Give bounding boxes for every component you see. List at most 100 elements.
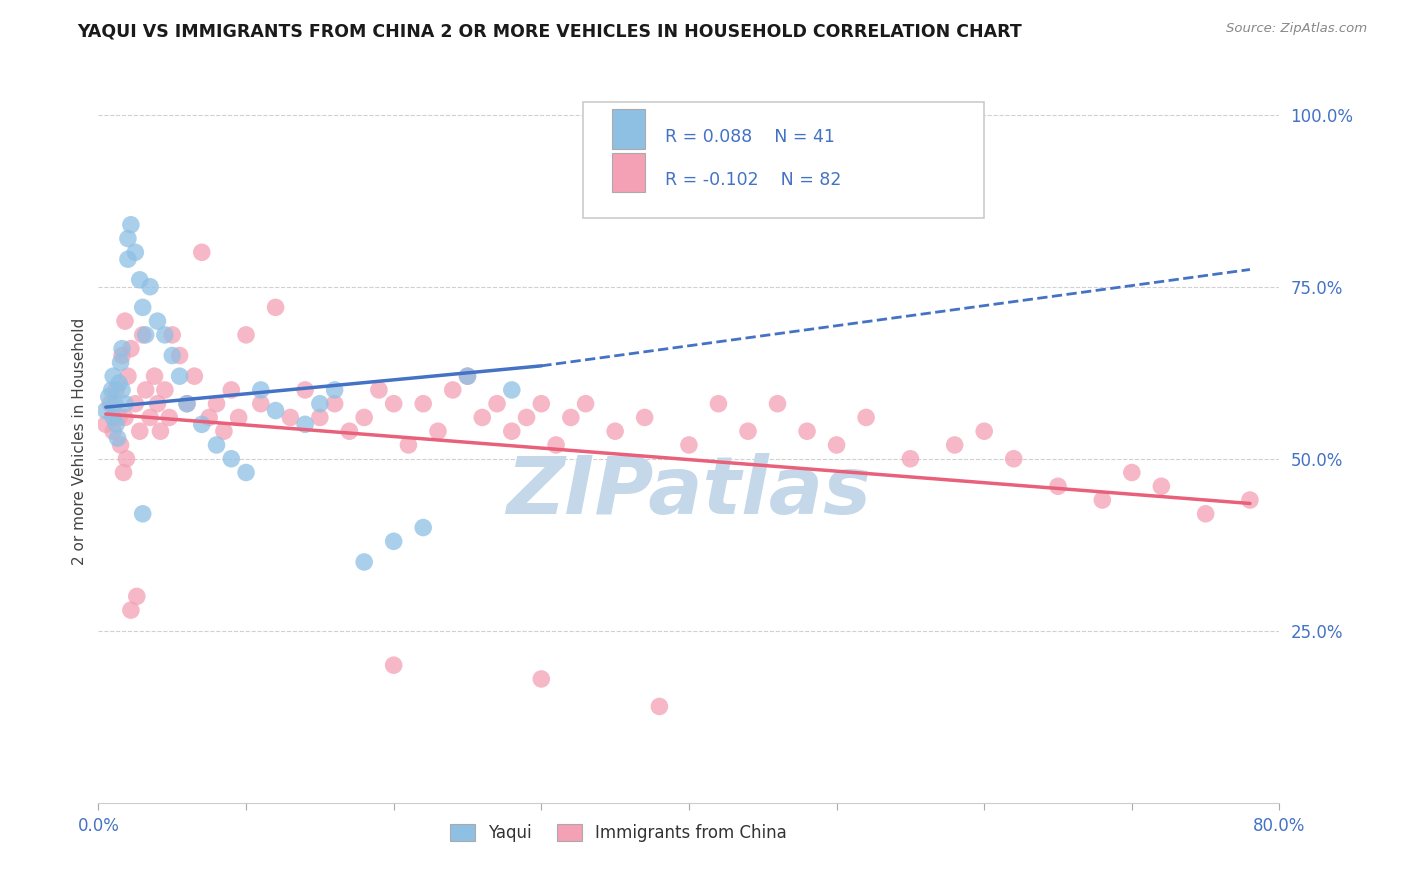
Point [221, 451, 243, 466]
Point [1239, 493, 1261, 508]
Point [103, 369, 125, 384]
Point [264, 403, 287, 417]
Point [128, 273, 150, 287]
Point [457, 369, 479, 384]
Point [111, 349, 134, 363]
Point [198, 410, 221, 425]
Point [634, 410, 657, 425]
Point [353, 555, 375, 569]
Point [368, 383, 391, 397]
Point [176, 397, 198, 411]
Point [766, 121, 789, 136]
Point [441, 383, 464, 397]
Point [114, 314, 136, 328]
Point [124, 397, 146, 411]
Point [825, 438, 848, 452]
Text: YAQUI VS IMMIGRANTS FROM CHINA 2 OR MORE VEHICLES IN HOUSEHOLD CORRELATION CHART: YAQUI VS IMMIGRANTS FROM CHINA 2 OR MORE… [77, 22, 1022, 40]
Point [169, 369, 191, 384]
Point [149, 424, 172, 438]
Point [501, 383, 523, 397]
Point [309, 397, 332, 411]
Point [412, 397, 434, 411]
Point [294, 383, 316, 397]
Point [294, 417, 316, 432]
Point [205, 397, 228, 411]
Point [105, 417, 128, 432]
Text: R = -0.102    N = 82: R = -0.102 N = 82 [665, 171, 842, 189]
Point [353, 410, 375, 425]
Point [120, 342, 142, 356]
Point [1121, 466, 1143, 480]
Point [1002, 451, 1025, 466]
Bar [612, 153, 645, 193]
Point [221, 383, 243, 397]
Point [139, 410, 162, 425]
Point [98, 397, 121, 411]
Point [501, 424, 523, 438]
Point [183, 369, 205, 384]
Point [114, 410, 136, 425]
Point [205, 438, 228, 452]
Point [323, 397, 346, 411]
Point [135, 383, 157, 397]
Point [111, 383, 134, 397]
Point [250, 397, 273, 411]
Text: R = 0.088    N = 41: R = 0.088 N = 41 [665, 128, 835, 145]
Point [125, 590, 148, 604]
Point [339, 424, 361, 438]
Point [235, 327, 257, 342]
Point [153, 383, 176, 397]
Point [110, 355, 132, 369]
Legend: Yaqui, Immigrants from China: Yaqui, Immigrants from China [443, 817, 793, 848]
Point [516, 410, 538, 425]
Point [104, 397, 127, 411]
Point [107, 431, 129, 445]
Point [162, 349, 183, 363]
Point [146, 314, 169, 328]
Text: ZIPatlas: ZIPatlas [506, 453, 872, 531]
Point [115, 451, 138, 466]
Point [132, 507, 155, 521]
Point [108, 376, 131, 390]
Point [280, 410, 302, 425]
Point [114, 397, 136, 411]
Point [560, 410, 582, 425]
Point [169, 349, 191, 363]
Point [1046, 479, 1070, 493]
Point [323, 383, 346, 397]
Point [707, 397, 730, 411]
Point [943, 438, 966, 452]
Point [648, 699, 671, 714]
Point [737, 424, 759, 438]
Point [250, 383, 273, 397]
Point [110, 438, 132, 452]
Point [117, 252, 139, 267]
Point [157, 410, 180, 425]
Point [412, 520, 434, 534]
Point [111, 342, 134, 356]
Point [124, 245, 146, 260]
Point [153, 327, 176, 342]
Point [427, 424, 450, 438]
Point [117, 231, 139, 245]
Point [120, 218, 142, 232]
Point [97, 390, 120, 404]
Point [191, 245, 214, 260]
Point [162, 327, 183, 342]
Point [678, 438, 700, 452]
Point [398, 438, 420, 452]
Point [973, 424, 995, 438]
Point [530, 397, 553, 411]
Point [103, 424, 125, 438]
Point [471, 410, 494, 425]
Point [530, 672, 553, 686]
Point [103, 410, 125, 425]
FancyBboxPatch shape [582, 102, 984, 218]
Point [382, 397, 405, 411]
Point [228, 410, 250, 425]
Point [117, 369, 139, 384]
Point [191, 417, 214, 432]
Point [94, 403, 117, 417]
Point [105, 383, 128, 397]
Y-axis label: 2 or more Vehicles in Household: 2 or more Vehicles in Household [72, 318, 87, 566]
